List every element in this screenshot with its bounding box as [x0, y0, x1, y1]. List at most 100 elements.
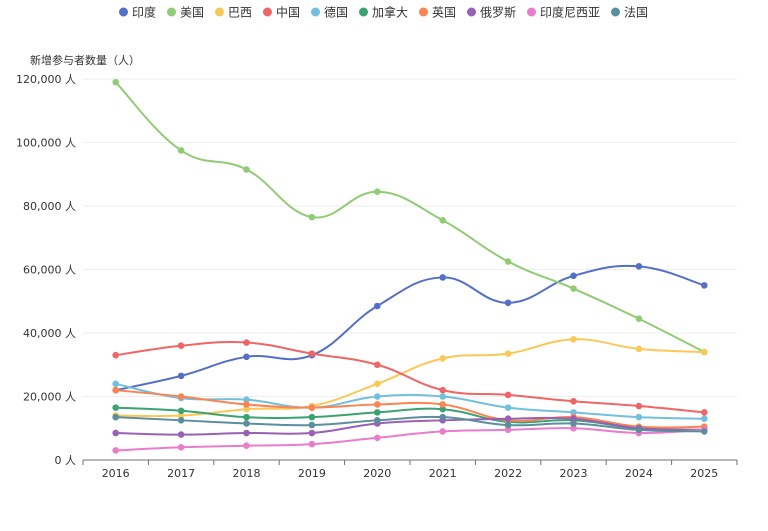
data-point[interactable]	[570, 285, 577, 292]
data-point[interactable]	[439, 274, 447, 281]
legend-item[interactable]: 印度尼西亚	[527, 5, 600, 20]
data-point[interactable]	[177, 407, 185, 415]
data-point[interactable]	[504, 258, 512, 265]
data-point[interactable]	[701, 415, 708, 423]
data-point[interactable]	[439, 401, 447, 408]
data-point[interactable]	[635, 345, 643, 353]
x-tick-label: 2016	[102, 467, 130, 480]
data-point[interactable]	[504, 415, 512, 423]
data-point[interactable]	[374, 417, 381, 424]
data-point[interactable]	[177, 342, 185, 350]
data-point[interactable]	[243, 166, 250, 173]
data-point[interactable]	[112, 404, 119, 411]
legend-item[interactable]: 加拿大	[359, 5, 408, 20]
legend-label: 俄罗斯	[480, 6, 516, 20]
data-point[interactable]	[243, 442, 250, 450]
data-point[interactable]	[570, 420, 577, 427]
data-point[interactable]	[635, 402, 643, 410]
data-point[interactable]	[701, 282, 708, 289]
x-tick-label: 2021	[429, 467, 457, 480]
data-point[interactable]	[112, 413, 119, 421]
data-point[interactable]	[570, 272, 577, 280]
legend-item[interactable]: 中国	[263, 5, 300, 20]
data-point[interactable]	[243, 429, 250, 437]
data-point[interactable]	[112, 429, 119, 437]
data-point[interactable]	[177, 417, 185, 424]
legend-item[interactable]: 俄罗斯	[467, 6, 516, 20]
data-point[interactable]	[243, 420, 250, 427]
data-point[interactable]	[177, 393, 185, 400]
data-point[interactable]	[177, 431, 185, 438]
data-point[interactable]	[504, 391, 512, 399]
data-point[interactable]	[504, 404, 512, 411]
data-point[interactable]	[439, 355, 447, 362]
data-point[interactable]	[374, 409, 381, 416]
legend-item[interactable]: 巴西	[215, 6, 252, 20]
data-point[interactable]	[177, 147, 185, 154]
data-point[interactable]	[374, 434, 381, 442]
legend-item[interactable]: 法国	[611, 6, 648, 20]
data-point[interactable]	[374, 380, 381, 388]
data-point[interactable]	[439, 386, 447, 394]
data-point[interactable]	[112, 351, 119, 359]
data-point[interactable]	[374, 188, 381, 196]
legend-label: 印度	[132, 5, 156, 20]
axes: 0 人 20,000 人 40,000 人 60,000 人 80,000 人 100,0…	[16, 73, 738, 480]
data-point[interactable]	[308, 440, 316, 448]
legend-marker	[167, 7, 176, 17]
data-point[interactable]	[243, 413, 250, 421]
y-tick-label: 60,000 人	[23, 264, 76, 277]
data-point[interactable]	[504, 421, 512, 429]
legend-item[interactable]: 印度	[119, 5, 156, 20]
x-tick-label: 2023	[560, 467, 588, 480]
data-point[interactable]	[439, 216, 447, 224]
data-point[interactable]	[308, 429, 316, 437]
data-point[interactable]	[112, 380, 119, 388]
data-point[interactable]	[570, 336, 577, 343]
data-point[interactable]	[439, 413, 447, 421]
x-tick-label: 2024	[625, 467, 653, 480]
data-point[interactable]	[308, 404, 316, 411]
data-point[interactable]	[243, 339, 250, 346]
data-point[interactable]	[504, 350, 512, 357]
data-point[interactable]	[635, 426, 643, 434]
data-point[interactable]	[308, 413, 316, 421]
data-point[interactable]	[374, 302, 381, 310]
data-point[interactable]	[308, 421, 316, 429]
data-point[interactable]	[635, 413, 643, 421]
data-point[interactable]	[701, 348, 708, 356]
data-point[interactable]	[570, 397, 577, 405]
data-point[interactable]	[635, 315, 643, 323]
data-point[interactable]	[374, 393, 381, 400]
data-point[interactable]	[374, 361, 381, 369]
y-tick-label: 0 人	[55, 454, 77, 467]
data-point[interactable]	[112, 78, 119, 86]
legend: 印度 美国 巴西 中国 德国 加拿大 英国 俄罗斯 印度尼西亚 法国	[119, 5, 648, 20]
y-tick-label: 40,000 人	[23, 327, 76, 340]
data-point[interactable]	[112, 386, 119, 394]
data-point[interactable]	[308, 213, 316, 221]
data-point[interactable]	[504, 299, 512, 307]
legend-item[interactable]: 美国	[167, 6, 204, 20]
data-point[interactable]	[701, 428, 708, 435]
data-point[interactable]	[439, 428, 447, 435]
legend-item[interactable]: 德国	[311, 5, 348, 20]
x-tick-label: 2019	[298, 467, 326, 480]
data-point[interactable]	[374, 401, 381, 408]
series-line-2	[115, 338, 705, 418]
data-point[interactable]	[439, 393, 447, 400]
legend-label: 加拿大	[372, 5, 408, 20]
data-point[interactable]	[243, 401, 250, 408]
legend-item[interactable]: 英国	[419, 6, 456, 20]
data-point[interactable]	[243, 353, 250, 361]
data-point[interactable]	[177, 444, 185, 451]
data-point[interactable]	[635, 263, 643, 270]
series-line-4	[115, 382, 705, 420]
data-point[interactable]	[308, 350, 316, 357]
data-point[interactable]	[701, 409, 708, 416]
legend-marker	[215, 7, 224, 17]
data-point[interactable]	[177, 372, 185, 380]
data-point[interactable]	[112, 447, 119, 454]
grid	[83, 78, 737, 397]
